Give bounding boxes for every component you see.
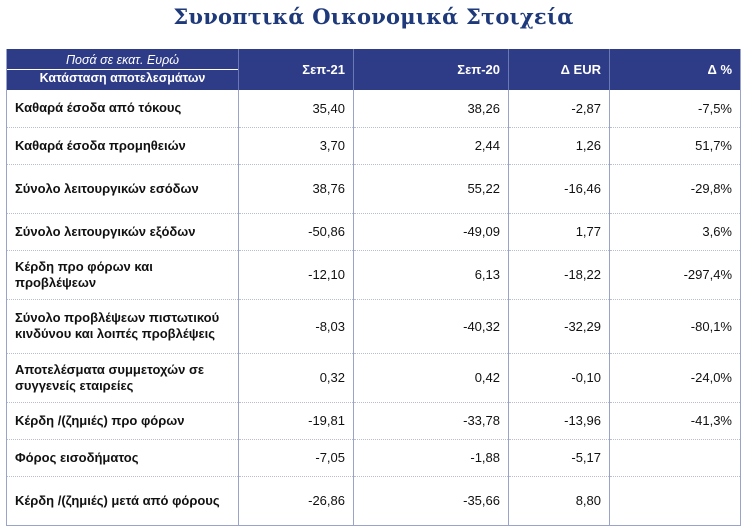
column-header: Σεπ-21	[238, 49, 354, 90]
cell-value: 38,26	[353, 90, 509, 128]
row-label: Σύνολο λειτουργικών εσόδων	[6, 164, 239, 214]
cell-value: -50,86	[238, 213, 354, 251]
cell-value: -19,81	[238, 402, 354, 440]
cell-value: -49,09	[353, 213, 509, 251]
cell-value: 2,44	[353, 127, 509, 165]
column-header: Σεπ-20	[353, 49, 509, 90]
cell-value: -41,3%	[609, 402, 741, 440]
row-label: Καθαρά έσοδα από τόκους	[6, 90, 239, 128]
cell-value: 1,26	[508, 127, 610, 165]
cell-value: -80,1%	[609, 299, 741, 354]
cell-value: 3,70	[238, 127, 354, 165]
cell-value: 51,7%	[609, 127, 741, 165]
cell-value	[609, 439, 741, 477]
table-row: Σύνολο λειτουργικών εξόδων -50,86 -49,09…	[6, 213, 741, 251]
table-row: Καθαρά έσοδα προμηθειών 3,70 2,44 1,26 5…	[6, 127, 741, 165]
cell-value: 38,76	[238, 164, 354, 214]
table-row: Σύνολο λειτουργικών εσόδων 38,76 55,22 -…	[6, 164, 741, 214]
cell-value: 55,22	[353, 164, 509, 214]
cell-value: -33,78	[353, 402, 509, 440]
row-label: Σύνολο προβλέψεων πιστωτικού κινδύνου κα…	[6, 299, 239, 354]
row-label: Κέρδη προ φόρων και προβλέψεων	[6, 250, 239, 300]
cell-value: -0,10	[508, 353, 610, 403]
cell-value: -32,29	[508, 299, 610, 354]
cell-value: -18,22	[508, 250, 610, 300]
cell-value: -2,87	[508, 90, 610, 128]
table-header-row: Ποσά σε εκατ. Ευρώ Κατάσταση αποτελεσμάτ…	[6, 49, 741, 90]
table-row: Κέρδη προ φόρων και προβλέψεων -12,10 6,…	[6, 250, 741, 300]
page-title: Συνοπτικά Οικονομικά Στοιχεία	[173, 4, 574, 29]
cell-value: 0,32	[238, 353, 354, 403]
cell-value: -16,46	[508, 164, 610, 214]
cell-value: -13,96	[508, 402, 610, 440]
statement-label: Κατάσταση αποτελεσμάτων	[7, 69, 238, 87]
cell-value: -5,17	[508, 439, 610, 477]
cell-value: -12,10	[238, 250, 354, 300]
header-label-cell: Ποσά σε εκατ. Ευρώ Κατάσταση αποτελεσμάτ…	[6, 49, 239, 90]
cell-value	[609, 476, 741, 526]
cell-value: 3,6%	[609, 213, 741, 251]
cell-value: -7,5%	[609, 90, 741, 128]
row-label: Φόρος εισοδήματος	[6, 439, 239, 477]
column-header: Δ EUR	[508, 49, 610, 90]
cell-value: -35,66	[353, 476, 509, 526]
cell-value: 8,80	[508, 476, 610, 526]
cell-value: 0,42	[353, 353, 509, 403]
table-row: Κέρδη /(ζημιές) προ φόρων -19,81 -33,78 …	[6, 402, 741, 440]
column-header: Δ %	[707, 62, 732, 77]
cell-value: -40,32	[353, 299, 509, 354]
cell-value: 6,13	[353, 250, 509, 300]
cell-value: -24,0%	[609, 353, 741, 403]
table-row: Φόρος εισοδήματος -7,05 -1,88 -5,17	[6, 439, 741, 477]
row-label: Κέρδη /(ζημιές) προ φόρων	[6, 402, 239, 440]
cell-value: 35,40	[238, 90, 354, 128]
table-row: Σύνολο προβλέψεων πιστωτικού κινδύνου κα…	[6, 299, 741, 354]
row-label: Σύνολο λειτουργικών εξόδων	[6, 213, 239, 251]
cell-value: -8,03	[238, 299, 354, 354]
row-label: Αποτελέσματα συμμετοχών σε συγγενείς ετα…	[6, 353, 239, 403]
cell-value: -1,88	[353, 439, 509, 477]
table-row: Καθαρά έσοδα από τόκους 35,40 38,26 -2,8…	[6, 90, 741, 128]
table-row: Κέρδη /(ζημιές) μετά από φόρους -26,86 -…	[6, 476, 741, 526]
table-row: Αποτελέσματα συμμετοχών σε συγγενείς ετα…	[6, 353, 741, 403]
row-label: Κέρδη /(ζημιές) μετά από φόρους	[6, 476, 239, 526]
cell-value: 1,77	[508, 213, 610, 251]
unit-label: Ποσά σε εκατ. Ευρώ	[65, 53, 180, 67]
cell-value: -7,05	[238, 439, 354, 477]
income-statement-table: Ποσά σε εκατ. Ευρώ Κατάσταση αποτελεσμάτ…	[6, 49, 741, 526]
row-label: Καθαρά έσοδα προμηθειών	[6, 127, 239, 165]
cell-value: -26,86	[238, 476, 354, 526]
cell-value: -297,4%	[609, 250, 741, 300]
cell-value: -29,8%	[609, 164, 741, 214]
